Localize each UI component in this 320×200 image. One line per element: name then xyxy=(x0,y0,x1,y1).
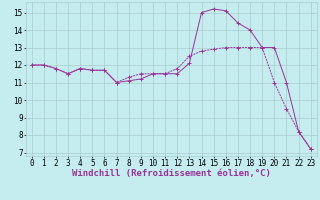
X-axis label: Windchill (Refroidissement éolien,°C): Windchill (Refroidissement éolien,°C) xyxy=(72,169,271,178)
